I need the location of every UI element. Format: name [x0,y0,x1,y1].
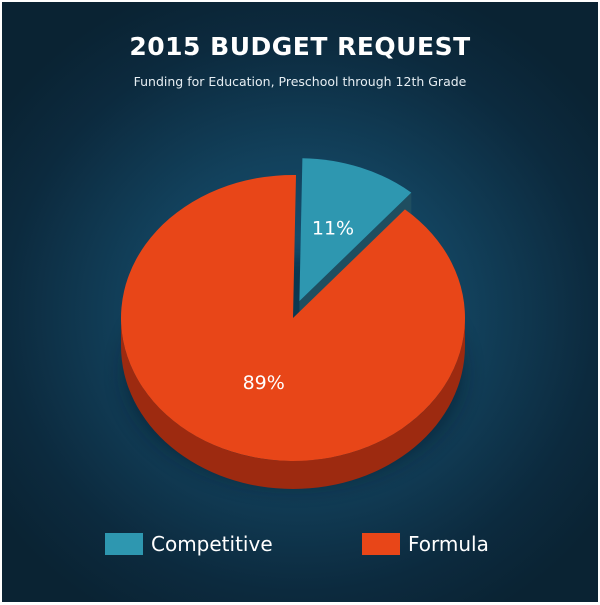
pie-slice-competitive [299,158,412,302]
pie-side-formula [121,318,465,489]
legend-item-competitive: Competitive [105,532,273,556]
data-label-competitive: 11% [312,218,354,240]
legend-label-formula: Formula [408,532,489,556]
data-label-formula: 89% [243,372,285,394]
legend-item-formula: Formula [362,532,489,556]
chart-subtitle: Funding for Education, Preschool through… [133,74,467,89]
legend-label-competitive: Competitive [151,532,273,556]
chart-title: 2015 BUDGET REQUEST [129,32,471,61]
legend-swatch-formula [362,533,400,555]
pie-slice-formula [120,174,466,461]
legend-swatch-competitive [105,533,143,555]
